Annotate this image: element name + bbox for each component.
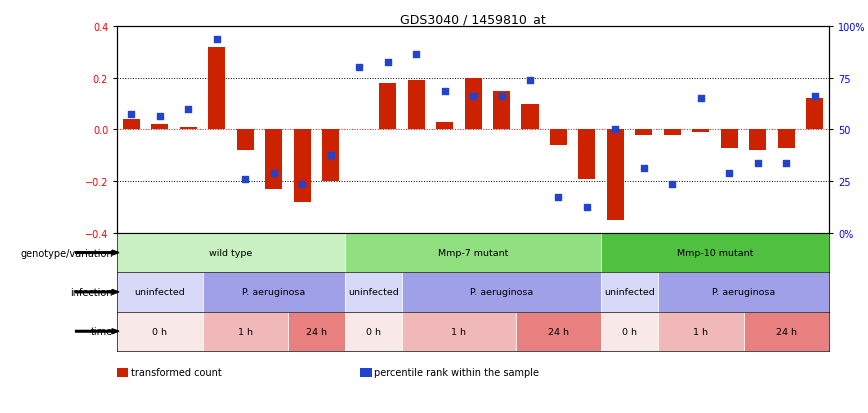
Text: genotype/variation: genotype/variation bbox=[20, 248, 113, 258]
Point bbox=[808, 93, 822, 100]
Bar bbox=[345, 273, 402, 312]
Bar bbox=[345, 233, 602, 273]
Text: Mmp-10 mutant: Mmp-10 mutant bbox=[677, 249, 753, 257]
Bar bbox=[266, 130, 282, 190]
Bar bbox=[322, 130, 339, 182]
Bar bbox=[117, 273, 202, 312]
Point bbox=[722, 171, 736, 177]
Text: time: time bbox=[91, 326, 113, 337]
Point bbox=[266, 171, 280, 177]
Text: uninfected: uninfected bbox=[604, 288, 655, 297]
Bar bbox=[117, 312, 202, 351]
Text: uninfected: uninfected bbox=[348, 288, 398, 297]
Bar bbox=[806, 99, 823, 130]
Bar bbox=[208, 47, 226, 130]
Text: 0 h: 0 h bbox=[153, 327, 168, 336]
Bar bbox=[117, 233, 345, 273]
Point bbox=[295, 181, 309, 188]
Point bbox=[523, 78, 537, 84]
Bar bbox=[293, 130, 311, 202]
Point bbox=[181, 106, 195, 113]
Text: infection: infection bbox=[70, 287, 113, 297]
Bar bbox=[602, 273, 658, 312]
Bar bbox=[664, 130, 681, 135]
Point bbox=[580, 204, 594, 211]
Point bbox=[608, 127, 622, 133]
Bar bbox=[658, 273, 829, 312]
Point bbox=[779, 160, 793, 167]
Point bbox=[637, 166, 651, 172]
Bar bbox=[180, 128, 197, 130]
Bar bbox=[658, 312, 744, 351]
Bar bbox=[493, 91, 510, 130]
Bar bbox=[602, 233, 829, 273]
Point bbox=[466, 93, 480, 100]
Text: 24 h: 24 h bbox=[776, 327, 797, 336]
Title: GDS3040 / 1459810_at: GDS3040 / 1459810_at bbox=[400, 13, 546, 26]
Bar bbox=[345, 312, 402, 351]
Bar bbox=[522, 104, 538, 130]
Text: 1 h: 1 h bbox=[238, 327, 253, 336]
Text: P. aeruginosa: P. aeruginosa bbox=[470, 288, 533, 297]
Text: uninfected: uninfected bbox=[135, 288, 185, 297]
Text: 0 h: 0 h bbox=[622, 327, 637, 336]
Point bbox=[153, 114, 167, 121]
Bar bbox=[607, 130, 624, 221]
Bar bbox=[578, 130, 595, 179]
Text: P. aeruginosa: P. aeruginosa bbox=[242, 288, 306, 297]
Text: transformed count: transformed count bbox=[131, 368, 222, 377]
Point bbox=[352, 65, 366, 71]
Bar bbox=[402, 312, 516, 351]
Bar bbox=[550, 130, 567, 145]
Point bbox=[239, 176, 253, 183]
Point bbox=[551, 194, 565, 200]
Text: P. aeruginosa: P. aeruginosa bbox=[712, 288, 775, 297]
Point bbox=[666, 181, 680, 188]
Point bbox=[437, 88, 451, 95]
Bar bbox=[778, 130, 795, 148]
Bar bbox=[202, 273, 345, 312]
Text: 1 h: 1 h bbox=[451, 327, 466, 336]
Text: 24 h: 24 h bbox=[548, 327, 569, 336]
Text: 1 h: 1 h bbox=[694, 327, 708, 336]
Point bbox=[124, 111, 138, 118]
Text: 24 h: 24 h bbox=[306, 327, 327, 336]
Bar bbox=[288, 312, 345, 351]
Text: 0 h: 0 h bbox=[366, 327, 381, 336]
Bar bbox=[123, 120, 140, 130]
Point bbox=[210, 36, 224, 43]
Bar bbox=[379, 83, 396, 130]
Bar bbox=[744, 312, 829, 351]
Point bbox=[381, 59, 395, 66]
Point bbox=[495, 93, 509, 100]
Bar bbox=[464, 78, 482, 130]
Point bbox=[694, 96, 707, 102]
Bar bbox=[237, 130, 253, 151]
Bar bbox=[436, 122, 453, 130]
Text: wild type: wild type bbox=[209, 249, 253, 257]
Bar bbox=[749, 130, 766, 151]
Bar bbox=[402, 273, 602, 312]
Point bbox=[409, 52, 423, 59]
Bar bbox=[720, 130, 738, 148]
Bar bbox=[516, 312, 602, 351]
Bar bbox=[202, 312, 288, 351]
Bar bbox=[635, 130, 653, 135]
Point bbox=[751, 160, 765, 167]
Bar bbox=[151, 125, 168, 130]
Text: Mmp-7 mutant: Mmp-7 mutant bbox=[437, 249, 509, 257]
Bar bbox=[408, 81, 424, 130]
Text: percentile rank within the sample: percentile rank within the sample bbox=[374, 368, 539, 377]
Bar bbox=[602, 312, 658, 351]
Bar bbox=[693, 130, 709, 133]
Point bbox=[324, 152, 338, 159]
